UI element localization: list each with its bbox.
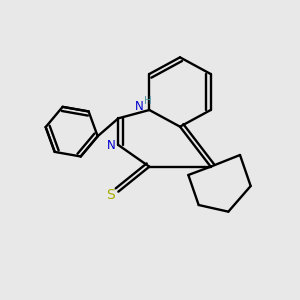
Text: N: N xyxy=(135,100,144,113)
Text: H: H xyxy=(144,96,152,106)
Text: S: S xyxy=(106,188,115,202)
Text: N: N xyxy=(106,139,115,152)
